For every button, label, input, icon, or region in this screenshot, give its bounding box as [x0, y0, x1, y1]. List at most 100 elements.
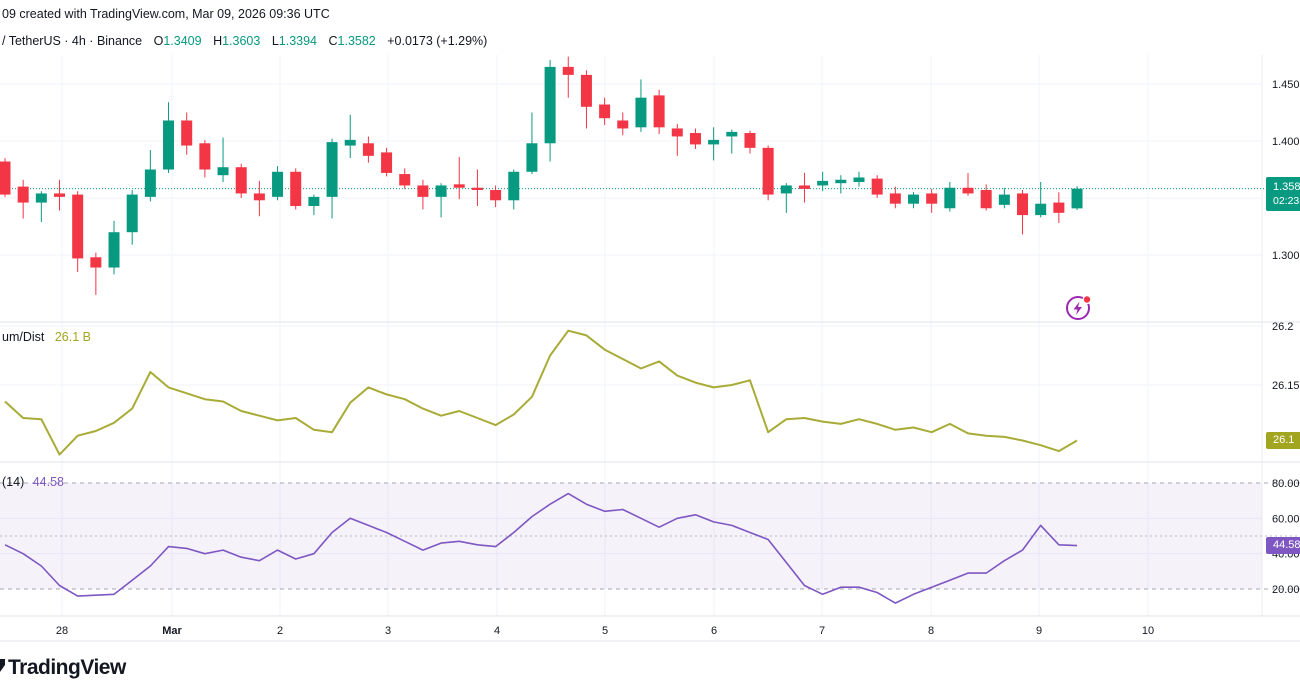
ohlc-low-value: 1.3394 [278, 34, 317, 48]
candle-body [762, 147, 774, 195]
time-axis-tick[interactable]: 10 [1142, 625, 1154, 637]
candle-body [344, 139, 356, 146]
candle-body [889, 193, 901, 204]
candle-body [54, 193, 66, 197]
candle-body [1071, 188, 1083, 209]
price-axis-tick: 1.400 [1272, 136, 1300, 148]
rsi-axis-tick: 20.00 [1272, 584, 1300, 596]
candle-body [108, 232, 120, 268]
symbol-legend[interactable]: / TetherUS · 4h · Binance O1.3409 H1.360… [2, 34, 487, 48]
rsi-legend[interactable]: (14) 44.58 [2, 475, 64, 489]
candle-body [708, 139, 720, 145]
candle-body [453, 184, 465, 188]
candle-body [980, 190, 992, 209]
price-axis-tick: 1.450 [1272, 79, 1300, 91]
candle-body [1017, 193, 1029, 216]
candle-body [163, 120, 175, 170]
time-axis-tick[interactable]: 2 [277, 625, 283, 637]
candle-body [817, 180, 829, 186]
accum-dist-title: um/Dist [2, 330, 45, 344]
rsi-line [4, 492, 1078, 604]
last-price-value: 1.3582 [1273, 181, 1300, 193]
accum-dist-line [4, 329, 1078, 456]
rsi-axis-label: 44.58 [1266, 537, 1300, 554]
candle-body [908, 194, 919, 204]
ohlc-open-label: O [153, 34, 164, 48]
candle-body [181, 120, 193, 146]
time-axis-tick[interactable]: 28 [56, 625, 68, 637]
candle-body [580, 74, 592, 107]
candle-body [599, 104, 611, 119]
accum-dist-value: 26.1 B [54, 330, 91, 344]
candle-body [362, 143, 374, 156]
ad-axis-tick: 26.15 [1272, 380, 1300, 392]
candle-body [144, 169, 156, 197]
flash-boost-icon[interactable] [1064, 293, 1094, 323]
candle-body [926, 193, 938, 204]
candle-body [962, 187, 974, 194]
ohlc-low-label: L [271, 34, 279, 48]
time-axis-tick[interactable]: 3 [385, 625, 391, 637]
time-axis-tick[interactable]: 8 [928, 625, 934, 637]
ohlc-close-label: C [328, 34, 338, 48]
candle-body [998, 194, 1010, 205]
time-axis-tick[interactable]: 4 [494, 625, 500, 637]
candle-body [562, 66, 574, 75]
time-axis-tick[interactable]: 7 [819, 625, 825, 637]
candle-body [399, 174, 411, 186]
last-price-axis-label: 1.3582 02:23 [1266, 177, 1300, 211]
candle-body [199, 143, 211, 170]
candle-body [17, 186, 29, 203]
symbol-title: / TetherUS · 4h · Binance [2, 34, 143, 48]
candle-body [544, 66, 556, 144]
rsi-axis-tick: 60.00 [1272, 513, 1300, 525]
candle-body [798, 185, 810, 189]
candle-body [235, 167, 247, 194]
time-axis-tick[interactable]: 6 [711, 625, 717, 637]
candle-body [671, 128, 683, 137]
ohlc-close-value: 1.3582 [337, 34, 376, 48]
candle-body [0, 161, 11, 195]
candle-body [471, 187, 483, 191]
candle-body [635, 97, 647, 128]
candle-body [435, 185, 447, 197]
accum-dist-axis-label: 26.1 [1266, 432, 1300, 449]
ad-axis-tick: 26.2 [1272, 321, 1293, 333]
attribution-text: 09 created with TradingView.com, Mar 09,… [2, 7, 330, 21]
rsi-value: 44.58 [32, 475, 64, 489]
accum-dist-legend[interactable]: um/Dist 26.1 B [2, 330, 91, 344]
time-axis-tick[interactable]: 5 [602, 625, 608, 637]
lightning-bolt-icon [1073, 301, 1082, 315]
bar-countdown: 02:23 [1273, 194, 1300, 207]
candle-body [417, 185, 429, 197]
ohlc-high-label: H [213, 34, 223, 48]
ohlc-open-value: 1.3409 [163, 34, 202, 48]
candle-body [726, 131, 738, 137]
candle-body [689, 133, 701, 145]
candle-body [1035, 203, 1047, 216]
candle-body [490, 190, 502, 201]
tradingview-logo-text[interactable]: TradingView [8, 656, 126, 679]
candle-body [126, 194, 138, 233]
candle-body [835, 179, 847, 184]
candle-body [853, 177, 865, 183]
candle-body [508, 171, 520, 201]
tradingview-logo-mark [0, 659, 5, 672]
candle-body [780, 185, 792, 194]
candle-body [72, 194, 84, 259]
candle-body [217, 167, 229, 176]
candle-body [35, 193, 47, 203]
candle-body [381, 152, 393, 173]
time-axis-tick[interactable]: Mar [162, 625, 182, 637]
candle-body [944, 187, 956, 209]
rsi-title: (14) [2, 475, 25, 489]
price-axis-tick: 1.300 [1272, 250, 1300, 262]
candle-body [653, 95, 665, 128]
candle-body [308, 196, 320, 206]
candle-body [290, 171, 302, 206]
time-axis-tick[interactable]: 9 [1036, 625, 1042, 637]
candle-body [526, 143, 538, 172]
candle-body [326, 142, 338, 197]
